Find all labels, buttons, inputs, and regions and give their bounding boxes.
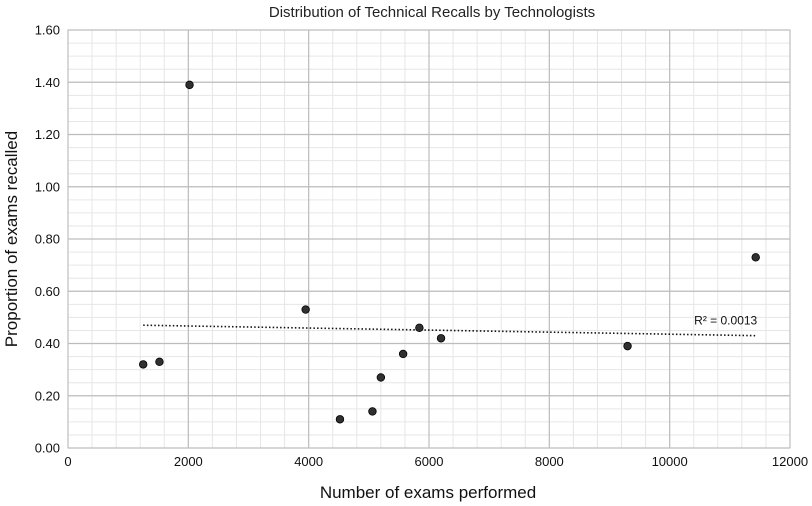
data-point bbox=[415, 323, 424, 333]
x-tick-label: 8000 bbox=[535, 454, 564, 469]
x-tick-label: 2000 bbox=[174, 454, 203, 469]
y-axis-ticks: 0.00 0.20 0.40 0.60 0.80 1.00 1.20 1.40 1.60 bbox=[35, 23, 60, 456]
data-point bbox=[301, 305, 310, 314]
data-point bbox=[185, 80, 194, 90]
y-tick-label: 1.00 bbox=[35, 179, 60, 194]
x-tick-label: 6000 bbox=[415, 454, 444, 469]
data-points bbox=[139, 80, 760, 424]
x-axis-ticks: 0 2000 4000 6000 8000 10000 12000 bbox=[64, 454, 808, 469]
data-point bbox=[623, 341, 632, 351]
x-tick-label: 0 bbox=[64, 454, 71, 469]
y-tick-label: 0.20 bbox=[35, 388, 60, 403]
y-tick-label: 1.20 bbox=[35, 127, 60, 142]
trendline-label: R² = 0.0013 bbox=[694, 314, 757, 328]
y-tick-label: 0.60 bbox=[35, 284, 60, 299]
y-tick-label: 1.40 bbox=[35, 75, 60, 90]
data-point bbox=[376, 373, 386, 382]
y-axis-label: Proportion of exams recalled bbox=[2, 131, 21, 347]
major-grid bbox=[67, 29, 791, 449]
y-tick-label: 0.80 bbox=[35, 232, 60, 247]
plot-area-border bbox=[67, 29, 791, 449]
data-point bbox=[368, 407, 377, 416]
x-tick-label: 12000 bbox=[772, 454, 808, 469]
data-point bbox=[436, 334, 446, 343]
x-tick-label: 4000 bbox=[294, 454, 323, 469]
y-tick-label: 1.60 bbox=[35, 23, 60, 38]
chart-title: Distribution of Technical Recalls by Tec… bbox=[269, 4, 595, 21]
y-tick-label: 0.00 bbox=[35, 441, 60, 456]
x-axis-label: Number of exams performed bbox=[320, 483, 536, 502]
x-tick-label: 10000 bbox=[652, 454, 688, 469]
data-point bbox=[398, 349, 408, 359]
data-point bbox=[751, 253, 760, 262]
data-point bbox=[335, 415, 345, 424]
data-point bbox=[155, 357, 164, 366]
data-point bbox=[139, 360, 148, 369]
y-tick-label: 0.40 bbox=[35, 336, 60, 351]
